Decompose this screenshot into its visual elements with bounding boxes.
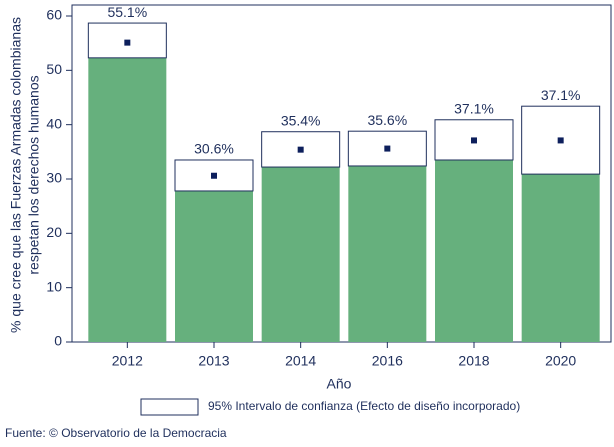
point-estimate [124,39,131,46]
bar [175,190,253,342]
bar [348,165,427,342]
point-estimate [557,137,564,144]
value-label: 55.1% [107,4,147,20]
legend-label: 95% Intervalo de confianza (Efecto de di… [208,399,520,413]
legend-swatch [140,398,199,416]
x-tick-label: 2014 [285,353,316,369]
bar [435,159,513,342]
plot-frame [71,4,612,343]
y-tick-label: 0 [54,333,62,349]
source: Fuente: © Observatorio de la Democracia [5,426,227,440]
bar [88,57,167,342]
value-label: 35.6% [367,112,407,128]
bar [261,167,340,342]
value-label: 37.1% [541,87,581,103]
y-axis-title: % que cree que las Fuerzas Armadas colom… [8,17,24,333]
y-tick-label: 10 [46,278,62,294]
value-label: 30.6% [194,141,234,157]
x-axis-title: Año [327,376,352,392]
y-axis-title: respetan los derechos humanos [26,75,42,274]
y-tick-label: 30 [46,170,62,186]
point-estimate [471,137,477,144]
point-estimate [297,146,304,153]
bar [521,174,600,342]
x-tick-label: 2013 [198,353,229,369]
y-tick-label: 60 [46,7,62,23]
value-label: 37.1% [454,100,494,116]
y-tick-label: 50 [46,61,62,77]
x-tick-label: 2012 [112,353,143,369]
x-tick-label: 2018 [458,353,489,369]
y-tick-label: 20 [46,224,62,240]
x-tick-label: 2016 [372,353,403,369]
point-estimate [211,172,217,179]
value-label: 35.4% [281,112,321,128]
y-tick-label: 40 [46,115,62,131]
point-estimate [384,145,391,152]
x-tick-label: 2020 [545,353,576,369]
